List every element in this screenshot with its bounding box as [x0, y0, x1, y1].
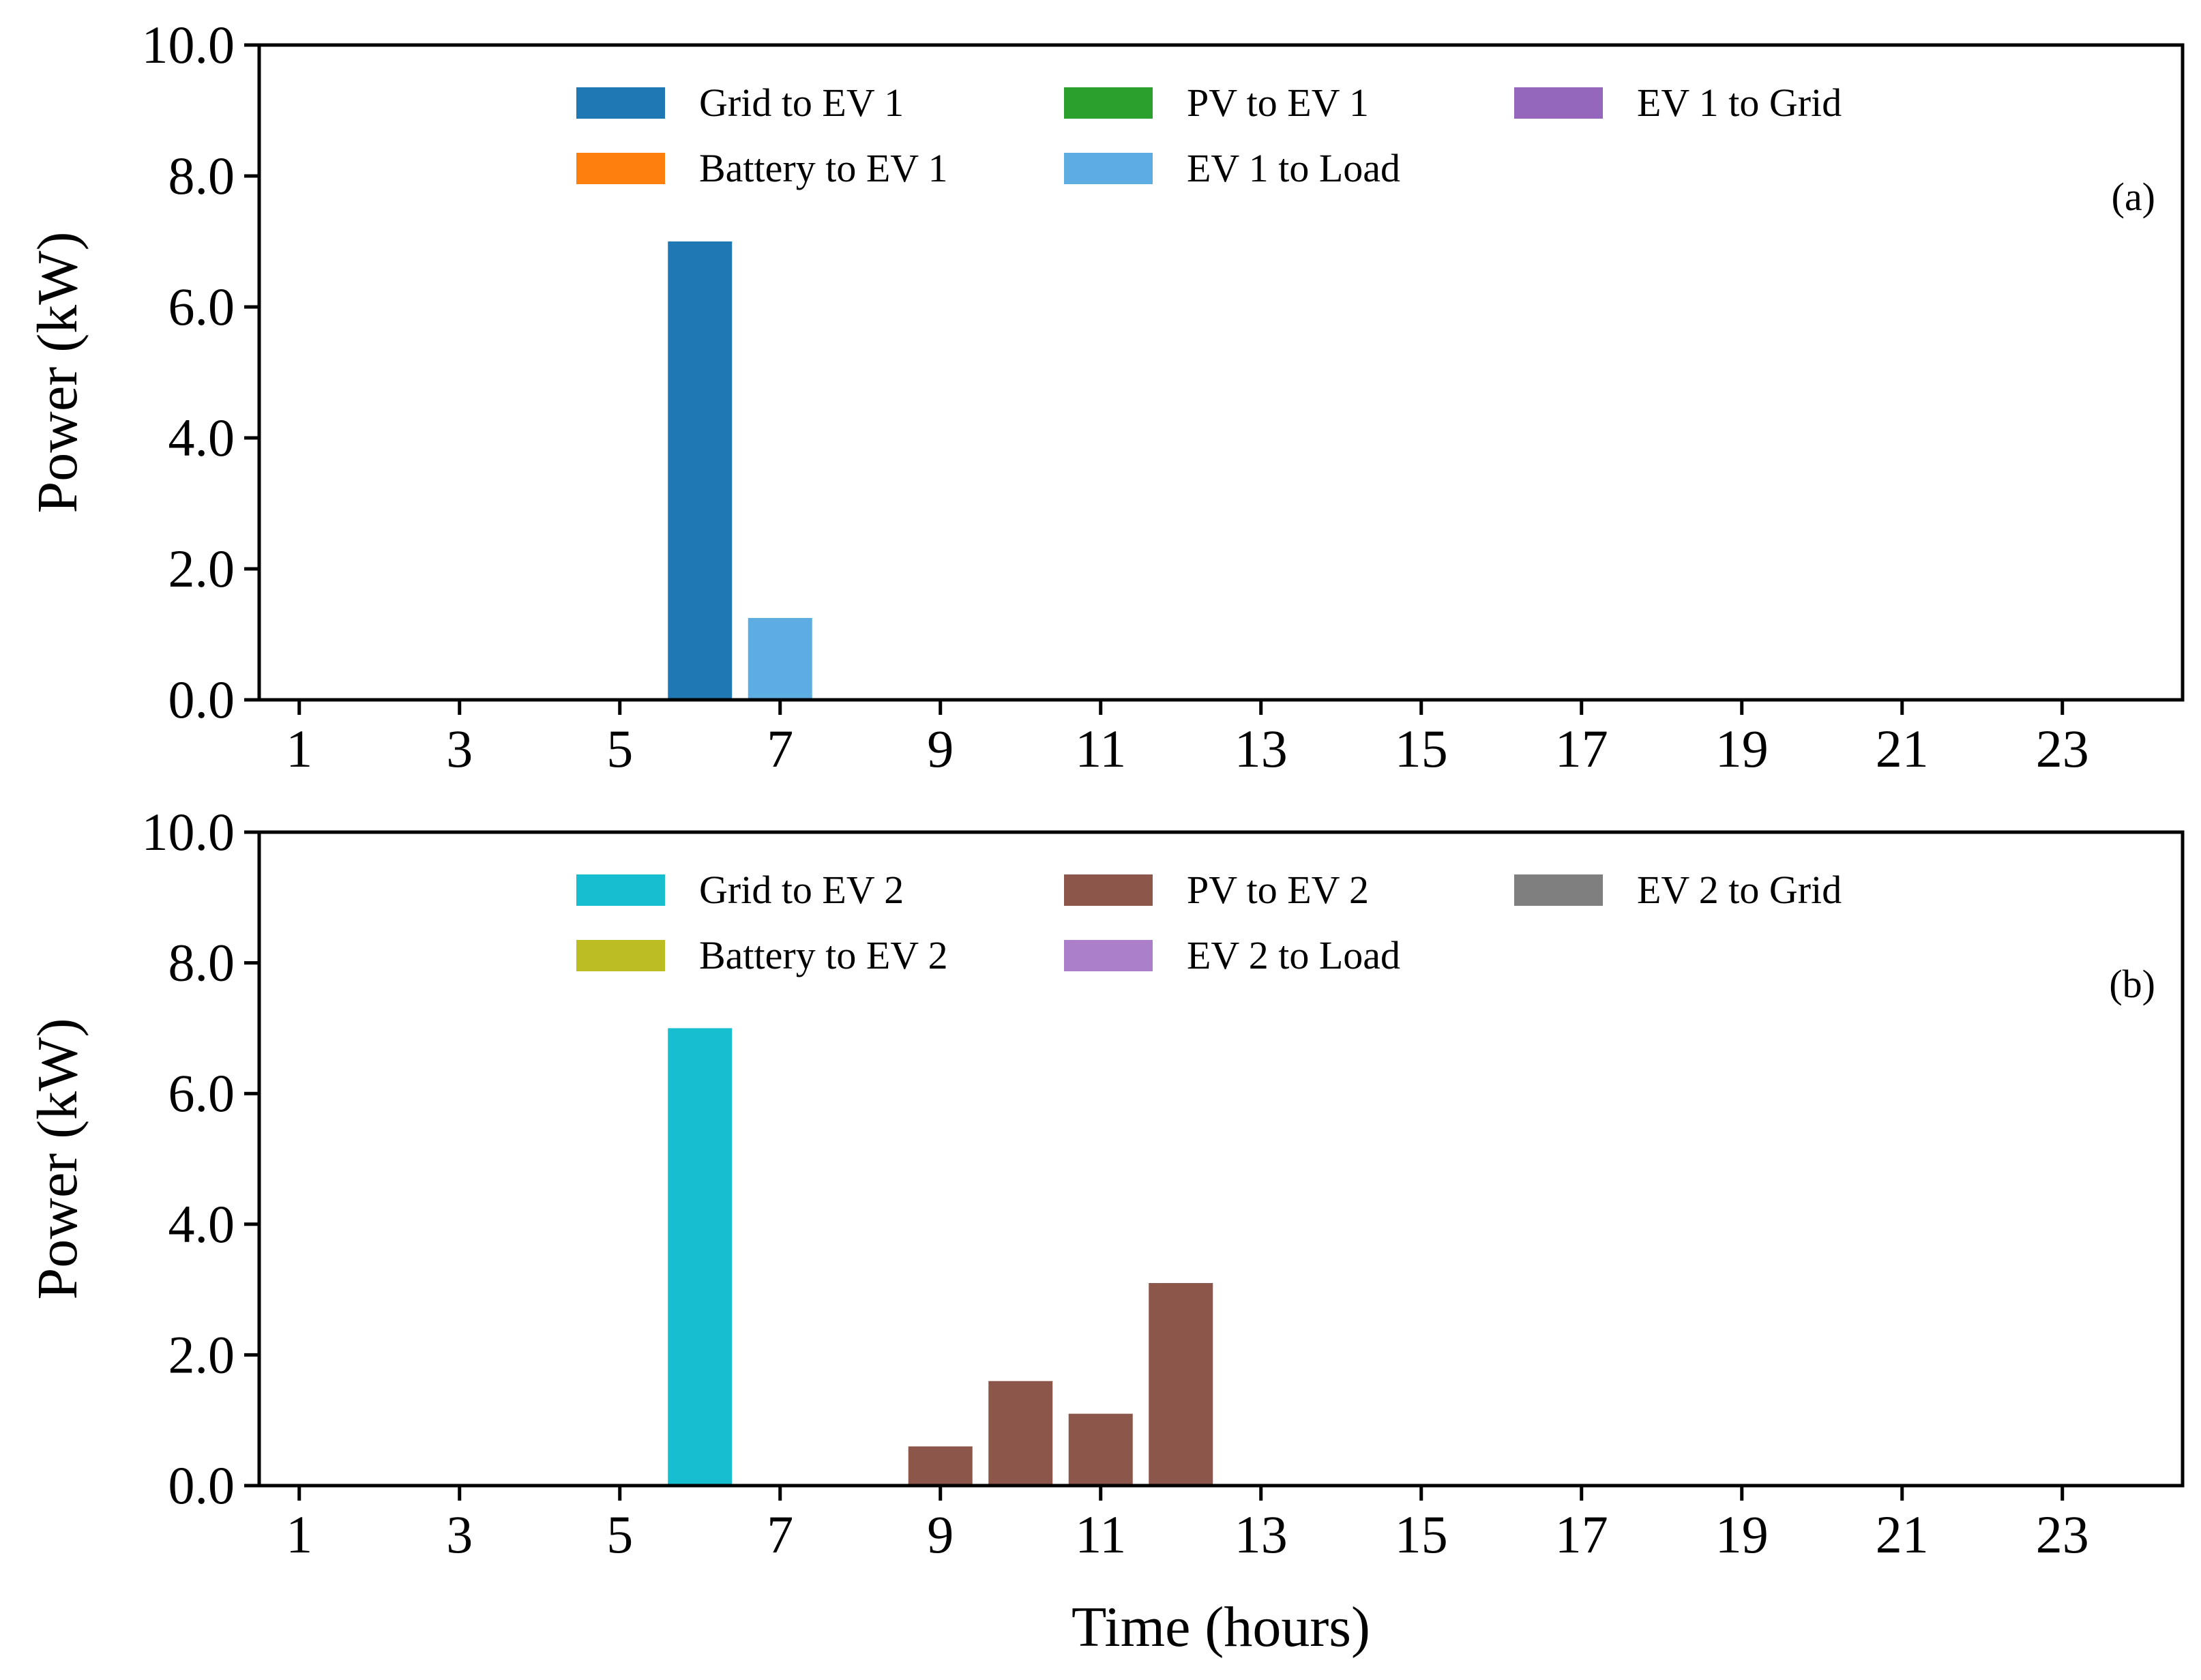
plot-frame [257, 830, 2185, 1488]
legend-swatch [1514, 87, 1603, 119]
x-tick-label: 13 [1235, 719, 1288, 778]
panel-label: (b) [2109, 962, 2155, 1006]
y-tick-label: 0.0 [168, 670, 235, 729]
y-axis-label: Power (kW) [26, 1018, 89, 1300]
legend-swatch [576, 87, 665, 119]
x-tick-label: 19 [1715, 719, 1769, 778]
legend-label: Battery to EV 1 [699, 146, 948, 190]
x-tick-label: 17 [1555, 1505, 1608, 1564]
y-axis-label: Power (kW) [26, 232, 89, 514]
legend-item: EV 1 to Load [1064, 146, 1400, 190]
chart-panel-a: 0.02.04.06.08.010.01 3 5 7 9 11 13 15 17 19 21 23Po… [26, 15, 2185, 778]
x-tick-label: 5 [606, 719, 633, 778]
x-tick-label: 15 [1395, 719, 1448, 778]
legend-swatch [576, 874, 665, 906]
legend-label: EV 1 to Load [1187, 146, 1400, 190]
bar-pv-to-ev-2-hour-11 [1068, 1413, 1133, 1486]
bar-pv-to-ev-2-hour-12 [1149, 1283, 1213, 1486]
legend-item: Grid to EV 1 [576, 80, 904, 125]
plot-frame [257, 43, 2185, 702]
legend-item: PV to EV 1 [1064, 80, 1369, 125]
y-tick-label: 2.0 [168, 539, 235, 598]
x-tick-label: 19 [1715, 1505, 1769, 1564]
bar-grid-to-ev-1-hour-6 [668, 241, 733, 700]
legend-swatch [1064, 87, 1153, 119]
legend-label: EV 2 to Grid [1637, 868, 1842, 912]
x-tick-label: 9 [927, 719, 954, 778]
y-tick-label: 10.0 [142, 15, 235, 74]
x-tick-label: 9 [927, 1505, 954, 1564]
x-tick-label: 21 [1876, 1505, 1929, 1564]
legend: Grid to EV 1 Battery to EV 1 PV to EV 1 EV … [576, 80, 1842, 190]
bar-pv-to-ev-2-hour-9 [908, 1446, 973, 1486]
legend-swatch [1064, 153, 1153, 184]
legend-swatch [1064, 940, 1153, 971]
legend: Grid to EV 2 Battery to EV 2 PV to EV 2 EV … [576, 868, 1842, 977]
legend-label: Battery to EV 2 [699, 933, 948, 977]
x-tick-label: 11 [1075, 1505, 1126, 1564]
panel-label: (a) [2112, 175, 2155, 219]
legend-item: EV 2 to Load [1064, 933, 1400, 977]
y-tick-label: 8.0 [168, 933, 235, 992]
bar-grid-to-ev-2-hour-6 [668, 1028, 733, 1486]
x-tick-label: 7 [767, 1505, 793, 1564]
legend-label: Grid to EV 2 [699, 868, 904, 912]
y-tick-label: 6.0 [168, 277, 235, 336]
legend-item: Battery to EV 2 [576, 933, 948, 977]
x-tick-label: 5 [606, 1505, 633, 1564]
legend-swatch [1514, 874, 1603, 906]
x-tick-label: 7 [767, 719, 793, 778]
y-tick-label: 4.0 [168, 1194, 235, 1254]
x-tick-label: 3 [446, 1505, 473, 1564]
legend-label: Grid to EV 1 [699, 80, 904, 125]
legend-item: Grid to EV 2 [576, 868, 904, 912]
x-tick-label: 17 [1555, 719, 1608, 778]
y-tick-label: 8.0 [168, 146, 235, 205]
x-tick-label: 15 [1395, 1505, 1448, 1564]
y-tick-label: 4.0 [168, 408, 235, 467]
legend-item: EV 1 to Grid [1514, 80, 1842, 125]
chart-panel-b: 0.02.04.06.08.010.01 3 5 7 9 11 13 15 17 19 21 23Po… [26, 802, 2185, 1659]
y-tick-label: 2.0 [168, 1325, 235, 1384]
bar-pv-to-ev-2-hour-10 [988, 1381, 1053, 1486]
legend-swatch [576, 153, 665, 184]
legend-item: EV 2 to Grid [1514, 868, 1842, 912]
x-axis-label: Time (hours) [1072, 1595, 1370, 1659]
x-tick-label: 1 [286, 1505, 312, 1564]
x-tick-label: 11 [1075, 719, 1126, 778]
x-tick-label: 23 [2036, 719, 2089, 778]
legend-item: PV to EV 2 [1064, 868, 1369, 912]
legend-item: Battery to EV 1 [576, 146, 948, 190]
x-tick-label: 13 [1235, 1505, 1288, 1564]
x-tick-label: 23 [2036, 1505, 2089, 1564]
legend-label: EV 2 to Load [1187, 933, 1400, 977]
y-tick-label: 10.0 [142, 802, 235, 861]
bar-ev-1-to-load-hour-7 [748, 618, 812, 700]
y-tick-label: 0.0 [168, 1456, 235, 1515]
legend-swatch [1064, 874, 1153, 906]
legend-swatch [576, 940, 665, 971]
legend-label: PV to EV 1 [1187, 80, 1369, 125]
x-tick-label: 3 [446, 719, 473, 778]
x-tick-label: 21 [1876, 719, 1929, 778]
legend-label: PV to EV 2 [1187, 868, 1369, 912]
y-tick-label: 6.0 [168, 1063, 235, 1123]
legend-label: EV 1 to Grid [1637, 80, 1842, 125]
x-tick-label: 1 [286, 719, 312, 778]
